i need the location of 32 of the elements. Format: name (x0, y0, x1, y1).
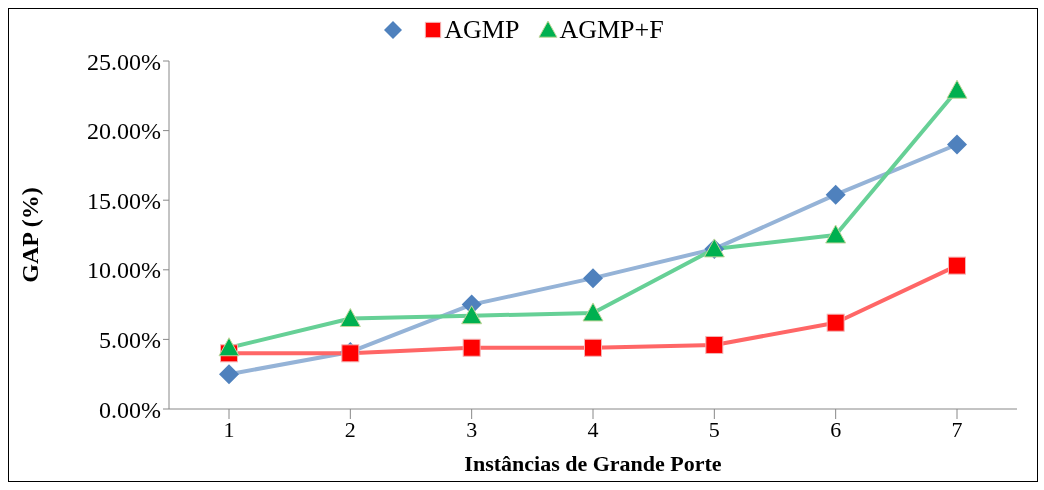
point (825, 184, 846, 205)
y-tick-label: 5.00% (99, 326, 161, 353)
y-axis-title: GAP (%) (16, 187, 43, 283)
point (461, 305, 483, 325)
point (462, 338, 481, 357)
point (219, 364, 239, 385)
x-tick-label: 3 (466, 416, 478, 442)
y-tick-label: 20.00% (87, 118, 161, 145)
point (339, 308, 361, 328)
point (584, 338, 602, 357)
x-axis-title: Instâncias de Grande Porte (464, 451, 722, 476)
point (583, 268, 603, 289)
x-tick-label: 2 (344, 416, 356, 442)
point (947, 134, 967, 155)
x-tick-label: 4 (587, 416, 599, 442)
x-tick-label: 6 (830, 416, 842, 442)
y-tick-label: 0.00% (99, 396, 161, 423)
point (218, 337, 240, 357)
point (582, 302, 604, 322)
point (826, 313, 845, 332)
point (825, 224, 847, 244)
x-tick-label: 7 (951, 416, 963, 442)
point (946, 79, 968, 99)
point (705, 335, 724, 354)
x-tick-label: 5 (708, 416, 720, 442)
point (948, 256, 966, 275)
y-tick-label: 25.00% (87, 48, 161, 75)
legend-label: AGMP (444, 15, 520, 45)
x-tick-label: 1 (223, 416, 235, 442)
legend-label: AGMP+F (559, 15, 664, 45)
y-tick-label: 10.00% (87, 257, 161, 284)
y-tick-label: 15.00% (87, 187, 161, 214)
